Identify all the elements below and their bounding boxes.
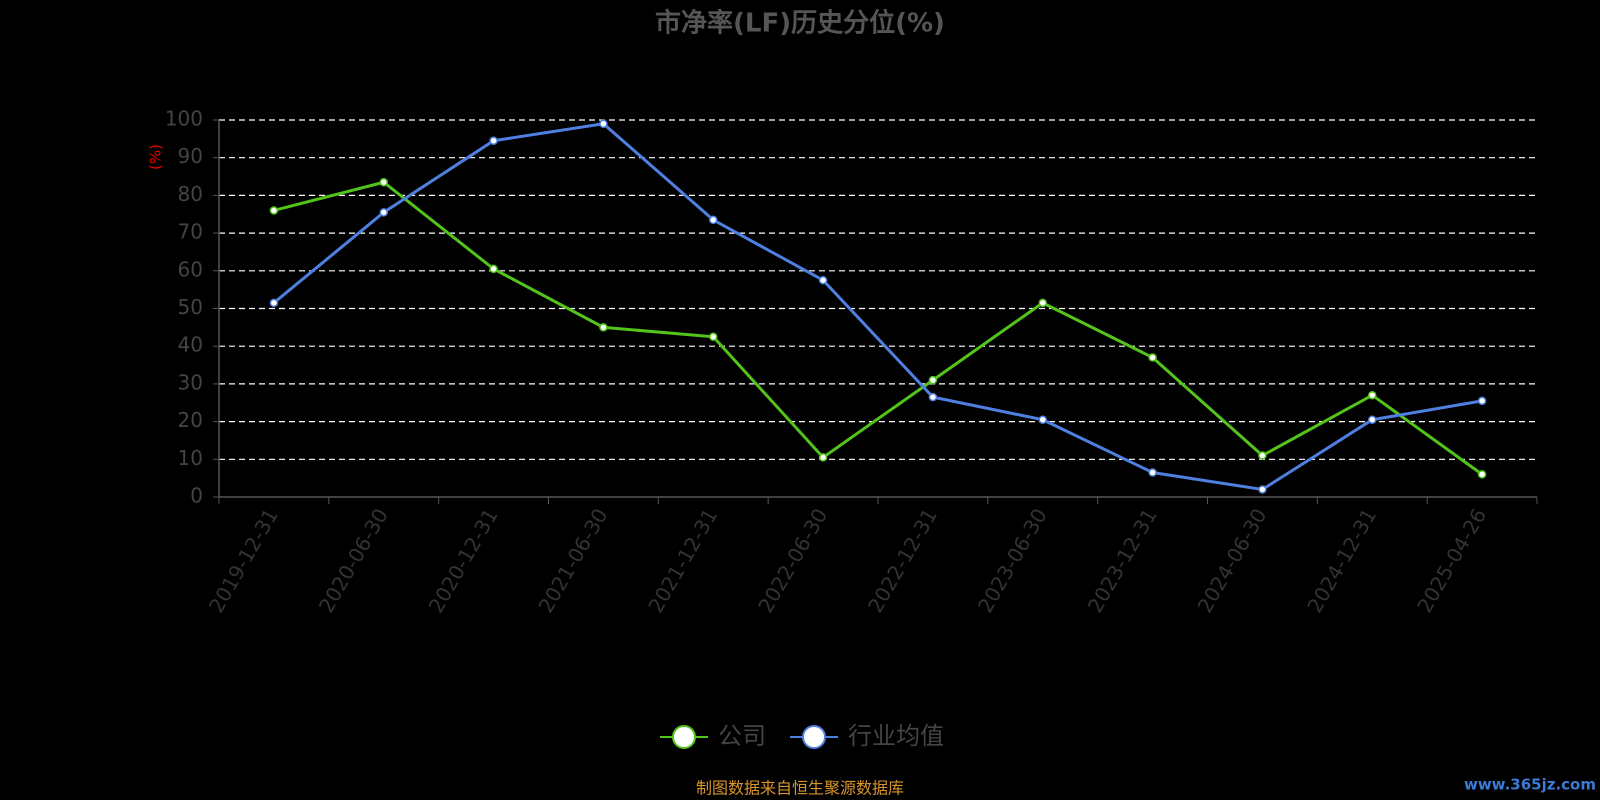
x-tick-label: 2021-12-31 (643, 504, 722, 617)
y-tick-label: 70 (178, 220, 203, 244)
data-point (928, 392, 938, 402)
legend-marker[interactable] (672, 725, 696, 749)
data-point (1477, 470, 1487, 479)
data-point (489, 264, 498, 274)
data-point (1148, 468, 1157, 477)
y-tick-label: 50 (178, 295, 203, 319)
x-tick-label: 2020-12-31 (424, 504, 503, 617)
x-tick-label: 2023-06-30 (973, 504, 1052, 617)
y-axis-label: (%) (147, 144, 165, 170)
y-tick-label: 30 (178, 370, 203, 394)
source-note: 制图数据来自恒生聚源数据库 (696, 779, 904, 798)
series-line (273, 180, 1483, 476)
x-tick-label: 2025-04-26 (1412, 504, 1491, 617)
x-tick-label: 2022-06-30 (753, 504, 832, 617)
data-point (709, 332, 718, 342)
x-tick-label: 2019-12-31 (204, 504, 283, 617)
data-point (1477, 396, 1487, 406)
y-tick-label: 10 (178, 446, 203, 470)
y-tick-label: 60 (178, 257, 203, 281)
y-tick-label: 90 (178, 144, 203, 168)
legend-label[interactable]: 行业均值 (848, 722, 944, 750)
data-point (1368, 415, 1377, 424)
x-tick-label: 2020-06-30 (314, 504, 393, 617)
data-point (379, 177, 388, 187)
y-tick-label: 100 (165, 107, 203, 131)
y-tick-label: 0 (190, 484, 203, 508)
data-point (599, 119, 608, 129)
data-point (928, 375, 938, 385)
data-point (1368, 390, 1377, 400)
x-tick-label: 2024-06-30 (1193, 504, 1272, 617)
data-point (818, 453, 828, 462)
legend-label[interactable]: 公司 (718, 722, 766, 750)
data-point (818, 275, 828, 285)
y-tick-label: 40 (178, 333, 203, 357)
data-point (709, 215, 718, 225)
data-point (1258, 485, 1267, 494)
x-tick-label: 2022-12-31 (863, 504, 942, 617)
x-tick-label: 2023-12-31 (1083, 504, 1162, 617)
series-line (272, 122, 1483, 492)
data-point (269, 206, 279, 215)
data-point (489, 136, 498, 145)
data-point (1038, 415, 1047, 424)
data-point (1148, 353, 1157, 362)
legend-marker[interactable] (802, 725, 826, 749)
data-point (1038, 298, 1047, 308)
data-point (1258, 451, 1267, 460)
data-point (269, 298, 279, 308)
chart-title: 市净率(LF)历史分位(%) (655, 8, 945, 39)
data-point (379, 208, 388, 217)
data-point (599, 323, 608, 332)
y-tick-label: 80 (178, 182, 203, 206)
x-tick-label: 2021-06-30 (534, 504, 613, 617)
watermark: www.365jz.com (1464, 776, 1596, 794)
y-tick-label: 20 (178, 408, 203, 432)
x-tick-label: 2024-12-31 (1302, 504, 1381, 617)
